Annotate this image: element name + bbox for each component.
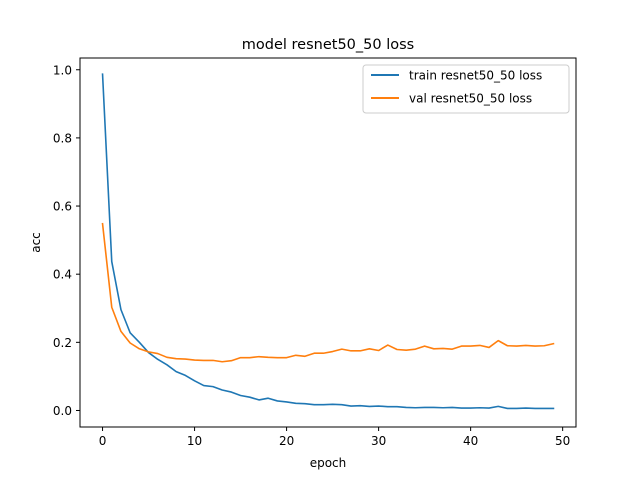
y-tick-label: 0.6 [53,200,72,214]
plot-frame [79,57,577,428]
series-line-train [101,73,555,410]
x-tick-label: 50 [555,434,570,448]
legend-label-train: train resnet50_50 loss [409,69,542,83]
x-tick-label: 10 [187,434,202,448]
y-tick-label: 0.0 [53,404,72,418]
x-axis-ticks: 0 10 20 30 40 50 [99,427,570,448]
legend-label-val: val resnet50_50 loss [409,92,532,106]
y-tick-label: 0.2 [53,336,72,350]
series-line-val [101,222,555,363]
x-tick-label: 0 [99,434,107,448]
x-tick-label: 20 [279,434,294,448]
x-axis-label: epoch [310,456,347,470]
x-tick-label: 30 [371,434,386,448]
legend: train resnet50_50 loss val resnet50_50 l… [362,64,570,114]
chart-title: model resnet50_50 loss [242,37,414,53]
y-tick-label: 0.8 [53,131,72,145]
legend-frame [362,64,570,114]
x-tick-label: 40 [463,434,478,448]
y-tick-label: 0.4 [53,268,72,282]
y-axis-label: acc [29,232,43,253]
y-tick-label: 1.0 [53,63,72,77]
series-layer [101,73,555,410]
y-axis-ticks: 0.0 0.2 0.4 0.6 0.8 1.0 [53,63,80,418]
